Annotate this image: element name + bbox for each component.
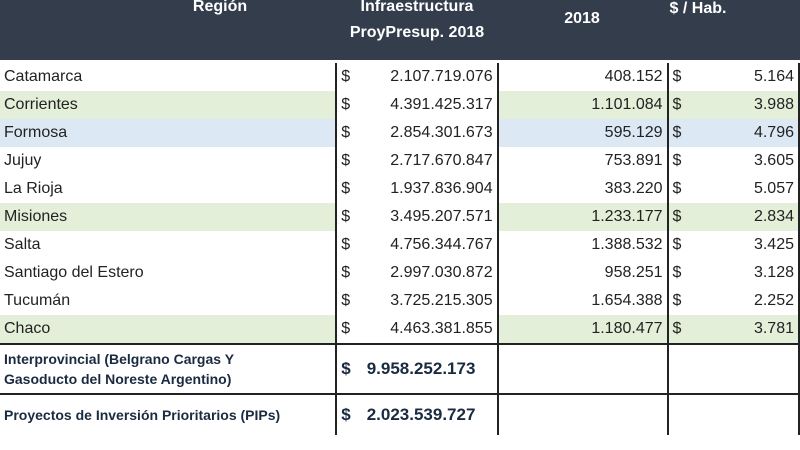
table-row: Misiones $3.495.207.571 1.233.177 $2.834 bbox=[0, 203, 800, 231]
header-population: 2018 bbox=[564, 10, 600, 27]
table-row: Corrientes $4.391.425.317 1.101.084 $3.9… bbox=[0, 91, 800, 119]
population-cell: 595.129 bbox=[497, 119, 669, 147]
region-cell: Tucumán bbox=[0, 287, 338, 315]
currency: $ bbox=[341, 359, 351, 378]
currency: $ bbox=[341, 208, 351, 225]
summary-region-line2: Gasoducto del Noreste Argentino) bbox=[4, 371, 232, 387]
population-cell: 958.251 bbox=[497, 259, 669, 287]
per-hab-cell: 3.988 bbox=[753, 96, 794, 113]
budget-table: Catamarca $2.107.719.076 408.152 $5.164 C… bbox=[0, 63, 800, 435]
currency: $ bbox=[672, 208, 682, 225]
infra-cell: 4.391.425.317 bbox=[390, 96, 493, 113]
infra-cell: 3.495.207.571 bbox=[390, 208, 493, 225]
population-cell: 1.180.477 bbox=[497, 315, 669, 344]
population-cell: 1.233.177 bbox=[497, 203, 669, 231]
summary-region-line1: Interprovincial (Belgrano Cargas Y bbox=[4, 351, 235, 367]
currency: $ bbox=[341, 236, 351, 253]
infra-cell: 2.717.670.847 bbox=[390, 152, 493, 169]
region-cell: Misiones bbox=[0, 203, 338, 231]
per-hab-cell: 3.605 bbox=[753, 152, 794, 169]
population-cell: 383.220 bbox=[497, 175, 669, 203]
currency: $ bbox=[341, 264, 351, 281]
currency: $ bbox=[672, 124, 682, 141]
currency: $ bbox=[341, 180, 351, 197]
header-region: Región bbox=[192, 0, 248, 15]
population-cell: 408.152 bbox=[497, 63, 669, 91]
population-cell: 753.891 bbox=[497, 147, 669, 175]
currency: $ bbox=[672, 236, 682, 253]
table-row: Formosa $2.854.301.673 595.129 $4.796 bbox=[0, 119, 800, 147]
infra-cell: 4.756.344.767 bbox=[390, 236, 493, 253]
region-cell: Jujuy bbox=[0, 147, 338, 175]
summary-row: Interprovincial (Belgrano Cargas Y Gasodu… bbox=[0, 343, 800, 394]
summary-infra-cell: 2.023.539.727 bbox=[366, 405, 476, 424]
region-cell: Catamarca bbox=[0, 63, 338, 91]
summary-row: Proyectos de Inversión Prioritarios (PIP… bbox=[0, 393, 800, 435]
region-cell: Santiago del Estero bbox=[0, 259, 338, 287]
currency: $ bbox=[672, 292, 682, 309]
currency: $ bbox=[341, 96, 351, 113]
infra-cell: 3.725.215.305 bbox=[390, 292, 493, 309]
population-cell: 1.101.084 bbox=[497, 91, 669, 119]
table-row: Tucumán $3.725.215.305 1.654.388 $2.252 bbox=[0, 287, 800, 315]
currency: $ bbox=[672, 96, 682, 113]
summary-infra-cell: 9.958.252.173 bbox=[366, 359, 476, 378]
region-cell: Salta bbox=[0, 231, 338, 259]
currency: $ bbox=[341, 405, 351, 424]
per-hab-cell: 5.164 bbox=[753, 68, 794, 85]
currency: $ bbox=[672, 320, 682, 337]
region-cell: Chaco bbox=[0, 315, 338, 344]
table-row: Santiago del Estero $2.997.030.872 958.2… bbox=[0, 259, 800, 287]
per-hab-cell: 5.057 bbox=[753, 180, 794, 197]
currency: $ bbox=[672, 180, 682, 197]
currency: $ bbox=[341, 68, 351, 85]
currency: $ bbox=[341, 292, 351, 309]
table-row: Salta $4.756.344.767 1.388.532 $3.425 bbox=[0, 231, 800, 259]
infra-cell: 2.854.301.673 bbox=[390, 124, 493, 141]
infra-cell: 2.997.030.872 bbox=[390, 264, 493, 281]
per-hab-cell: 2.252 bbox=[753, 292, 794, 309]
currency: $ bbox=[341, 152, 351, 169]
currency: $ bbox=[672, 264, 682, 281]
population-cell: 1.388.532 bbox=[497, 231, 669, 259]
table-row: Jujuy $2.717.670.847 753.891 $3.605 bbox=[0, 147, 800, 175]
table-header: Región Infraestructura ProyPresup. 2018 … bbox=[0, 0, 800, 60]
summary-region-line1: Proyectos de Inversión Prioritarios (PIP… bbox=[4, 407, 281, 423]
currency: $ bbox=[341, 320, 351, 337]
population-cell: 1.654.388 bbox=[497, 287, 669, 315]
per-hab-cell: 3.425 bbox=[753, 236, 794, 253]
per-hab-cell: 3.781 bbox=[753, 320, 794, 337]
region-cell: La Rioja bbox=[0, 175, 338, 203]
table-row: La Rioja $1.937.836.904 383.220 $5.057 bbox=[0, 175, 800, 203]
region-cell: Corrientes bbox=[0, 91, 338, 119]
region-cell: Formosa bbox=[0, 119, 338, 147]
per-hab-cell: 2.834 bbox=[753, 208, 794, 225]
infra-cell: 2.107.719.076 bbox=[390, 68, 493, 85]
header-infra-line2: ProyPresup. 2018 bbox=[349, 24, 485, 41]
per-hab-cell: 3.128 bbox=[753, 264, 794, 281]
header-infra-line1: Infraestructura bbox=[360, 0, 474, 15]
currency: $ bbox=[672, 152, 682, 169]
infra-cell: 1.937.836.904 bbox=[390, 180, 493, 197]
currency: $ bbox=[672, 68, 682, 85]
per-hab-cell: 4.796 bbox=[753, 124, 794, 141]
currency: $ bbox=[341, 124, 351, 141]
table-row: Chaco $4.463.381.855 1.180.477 $3.781 bbox=[0, 315, 800, 344]
table-row: Catamarca $2.107.719.076 408.152 $5.164 bbox=[0, 63, 800, 91]
header-per-hab: $ / Hab. bbox=[669, 0, 727, 17]
infra-cell: 4.463.381.855 bbox=[390, 320, 493, 337]
